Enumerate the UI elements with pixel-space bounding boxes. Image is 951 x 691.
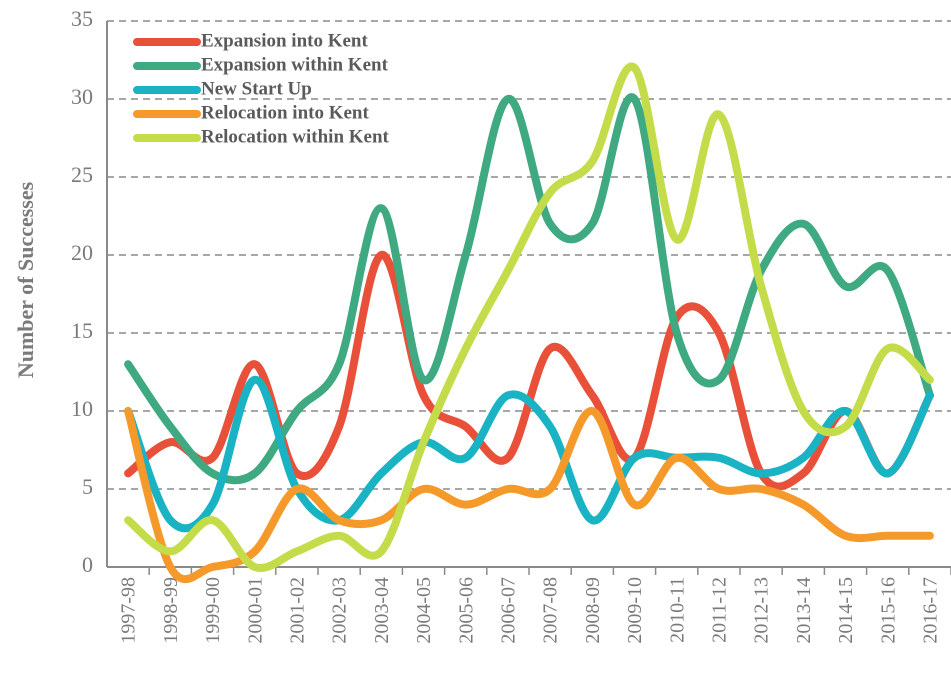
series-line (124, 407, 934, 584)
x-tick-label: 2001-02 (286, 577, 308, 644)
legend-label: Relocation into Kent (201, 102, 369, 123)
x-tick-label: 2004-05 (413, 577, 435, 644)
legend-label: Relocation within Kent (201, 126, 390, 147)
legend-label: New Start Up (201, 78, 312, 99)
series-line (124, 375, 934, 533)
x-tick-label: 2011-12 (708, 577, 730, 643)
y-tick-label: 35 (71, 6, 93, 31)
x-tick-label: 2013-14 (793, 577, 815, 644)
y-tick-label: 20 (71, 240, 93, 265)
x-tick-label: 2007-08 (540, 577, 562, 644)
y-tick-label: 5 (82, 474, 93, 499)
x-tick-label: 2014-15 (835, 577, 857, 644)
x-tick-label: 1999-00 (202, 577, 224, 644)
y-tick-label: 0 (82, 552, 93, 577)
legend-label: Expansion within Kent (201, 54, 389, 75)
series-line (124, 93, 934, 485)
x-tick-label: 2010-11 (666, 577, 688, 643)
x-tick-label: 2003-04 (371, 577, 393, 644)
x-tick-label: 2008-09 (582, 577, 604, 644)
x-tick-label: 2000-01 (244, 577, 266, 644)
x-tick-label: 2005-06 (455, 577, 477, 644)
y-tick-label: 10 (71, 396, 93, 421)
x-tick-label: 1998-99 (160, 577, 182, 644)
y-tick-label: 30 (71, 84, 93, 109)
x-tick-label: 2016-17 (919, 577, 941, 644)
x-tick-label: 2006-07 (497, 577, 519, 644)
x-tick-label: 2012-13 (751, 577, 773, 644)
x-tick-label: 2015-16 (877, 577, 899, 644)
x-tick-label: 2002-03 (329, 577, 351, 644)
y-tick-label: 15 (71, 318, 93, 343)
x-tick-label: 1997-98 (118, 577, 140, 644)
series-line (124, 62, 934, 573)
legend-label: Expansion into Kent (201, 30, 368, 51)
y-axis-label: Number of Successes (13, 181, 38, 378)
x-tick-label: 2009-10 (624, 577, 646, 644)
y-tick-label: 25 (71, 162, 93, 187)
